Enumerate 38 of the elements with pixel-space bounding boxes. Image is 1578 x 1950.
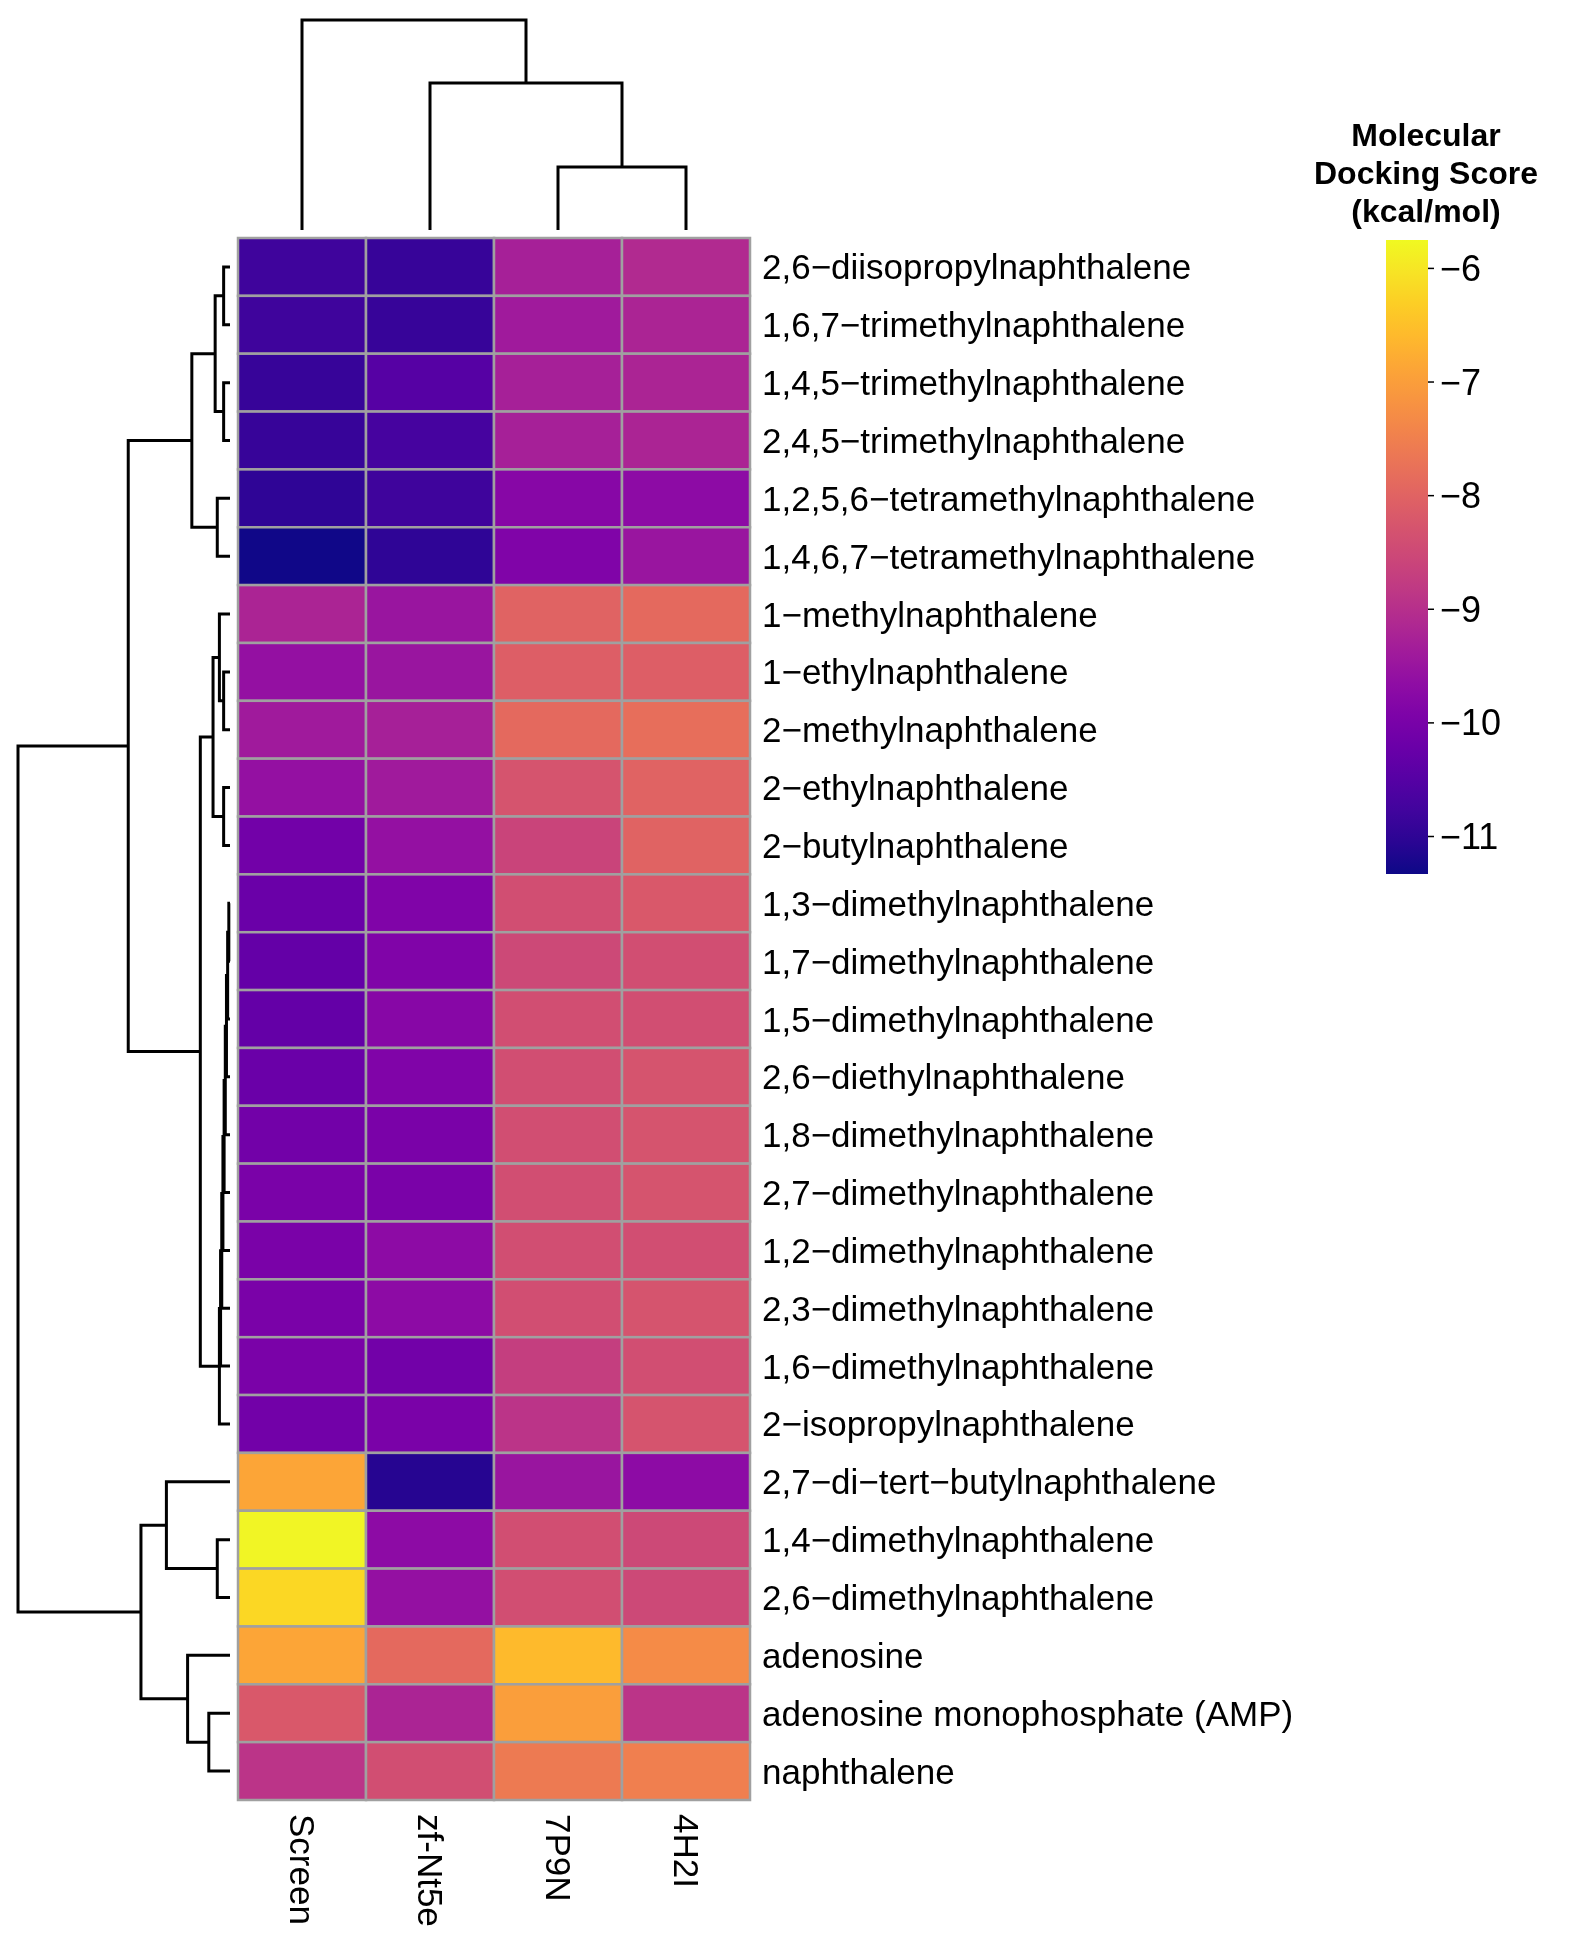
y-tick-label: 1,6−dimethylnaphthalene <box>762 1346 1155 1386</box>
y-tick-label: 1,3−dimethylnaphthalene <box>762 883 1155 923</box>
y-tick-label: 2−isopropylnaphthalene <box>762 1404 1135 1444</box>
y-tick-label: 2,7−di−tert−butylnaphthalene <box>762 1462 1217 1502</box>
y-tick-label: 1−ethylnaphthalene <box>762 652 1069 692</box>
y-tick-label: 1−methylnaphthalene <box>762 594 1098 634</box>
y-tick-label: 1,4,5−trimethylnaphthalene <box>762 363 1186 403</box>
color-bar-label: −11 <box>1440 816 1499 858</box>
y-tick-label: 2−methylnaphthalene <box>762 710 1098 750</box>
color-bar-label: −8 <box>1440 475 1482 517</box>
y-tick-label: 2−ethylnaphthalene <box>762 768 1069 808</box>
color-bar-label: −10 <box>1440 702 1502 744</box>
y-tick-label: 1,4−dimethylnaphthalene <box>762 1520 1155 1560</box>
y-tick-label: 1,2−dimethylnaphthalene <box>762 1230 1155 1270</box>
y-tick-label: 1,4,6,7−tetramethylnaphthalene <box>762 536 1256 576</box>
y-tick-label: 1,7−dimethylnaphthalene <box>762 941 1155 981</box>
y-tick-label: naphthalene <box>762 1751 955 1791</box>
y-tick-label: 1,8−dimethylnaphthalene <box>762 1115 1155 1155</box>
y-tick-label: 2,7−dimethylnaphthalene <box>762 1173 1155 1213</box>
y-tick-label: 2,4,5−trimethylnaphthalene <box>762 420 1186 460</box>
x-tick-label: Screen <box>282 1814 322 1925</box>
y-tick-label: 2−butylnaphthalene <box>762 825 1069 865</box>
y-tick-label: adenosine <box>762 1635 924 1675</box>
y-tick-label: 1,5−dimethylnaphthalene <box>762 999 1155 1039</box>
color-bar-title: Molecular Docking Score (kcal/mol) <box>1313 117 1539 229</box>
x-tick-label: zf-Nt5e <box>410 1814 450 1927</box>
y-tick-label: 1,6,7−trimethylnaphthalene <box>762 305 1186 345</box>
color-bar-label: −9 <box>1440 588 1482 630</box>
y-tick-label: 2,6−dimethylnaphthalene <box>762 1578 1155 1618</box>
x-tick-label: 4H2I <box>666 1814 706 1888</box>
y-tick-label: 2,3−dimethylnaphthalene <box>762 1288 1155 1328</box>
y-tick-label: 2,6−diethylnaphthalene <box>762 1057 1125 1097</box>
color-bar-label: −7 <box>1440 361 1482 403</box>
y-tick-label: 1,2,5,6−tetramethylnaphthalene <box>762 478 1256 518</box>
color-bar-label: −6 <box>1440 247 1482 289</box>
y-tick-label: 2,6−diisopropylnaphthalene <box>762 247 1192 287</box>
x-tick-label: 7P9N <box>538 1814 578 1902</box>
y-tick-label: adenosine monophosphate (AMP) <box>762 1693 1294 1733</box>
